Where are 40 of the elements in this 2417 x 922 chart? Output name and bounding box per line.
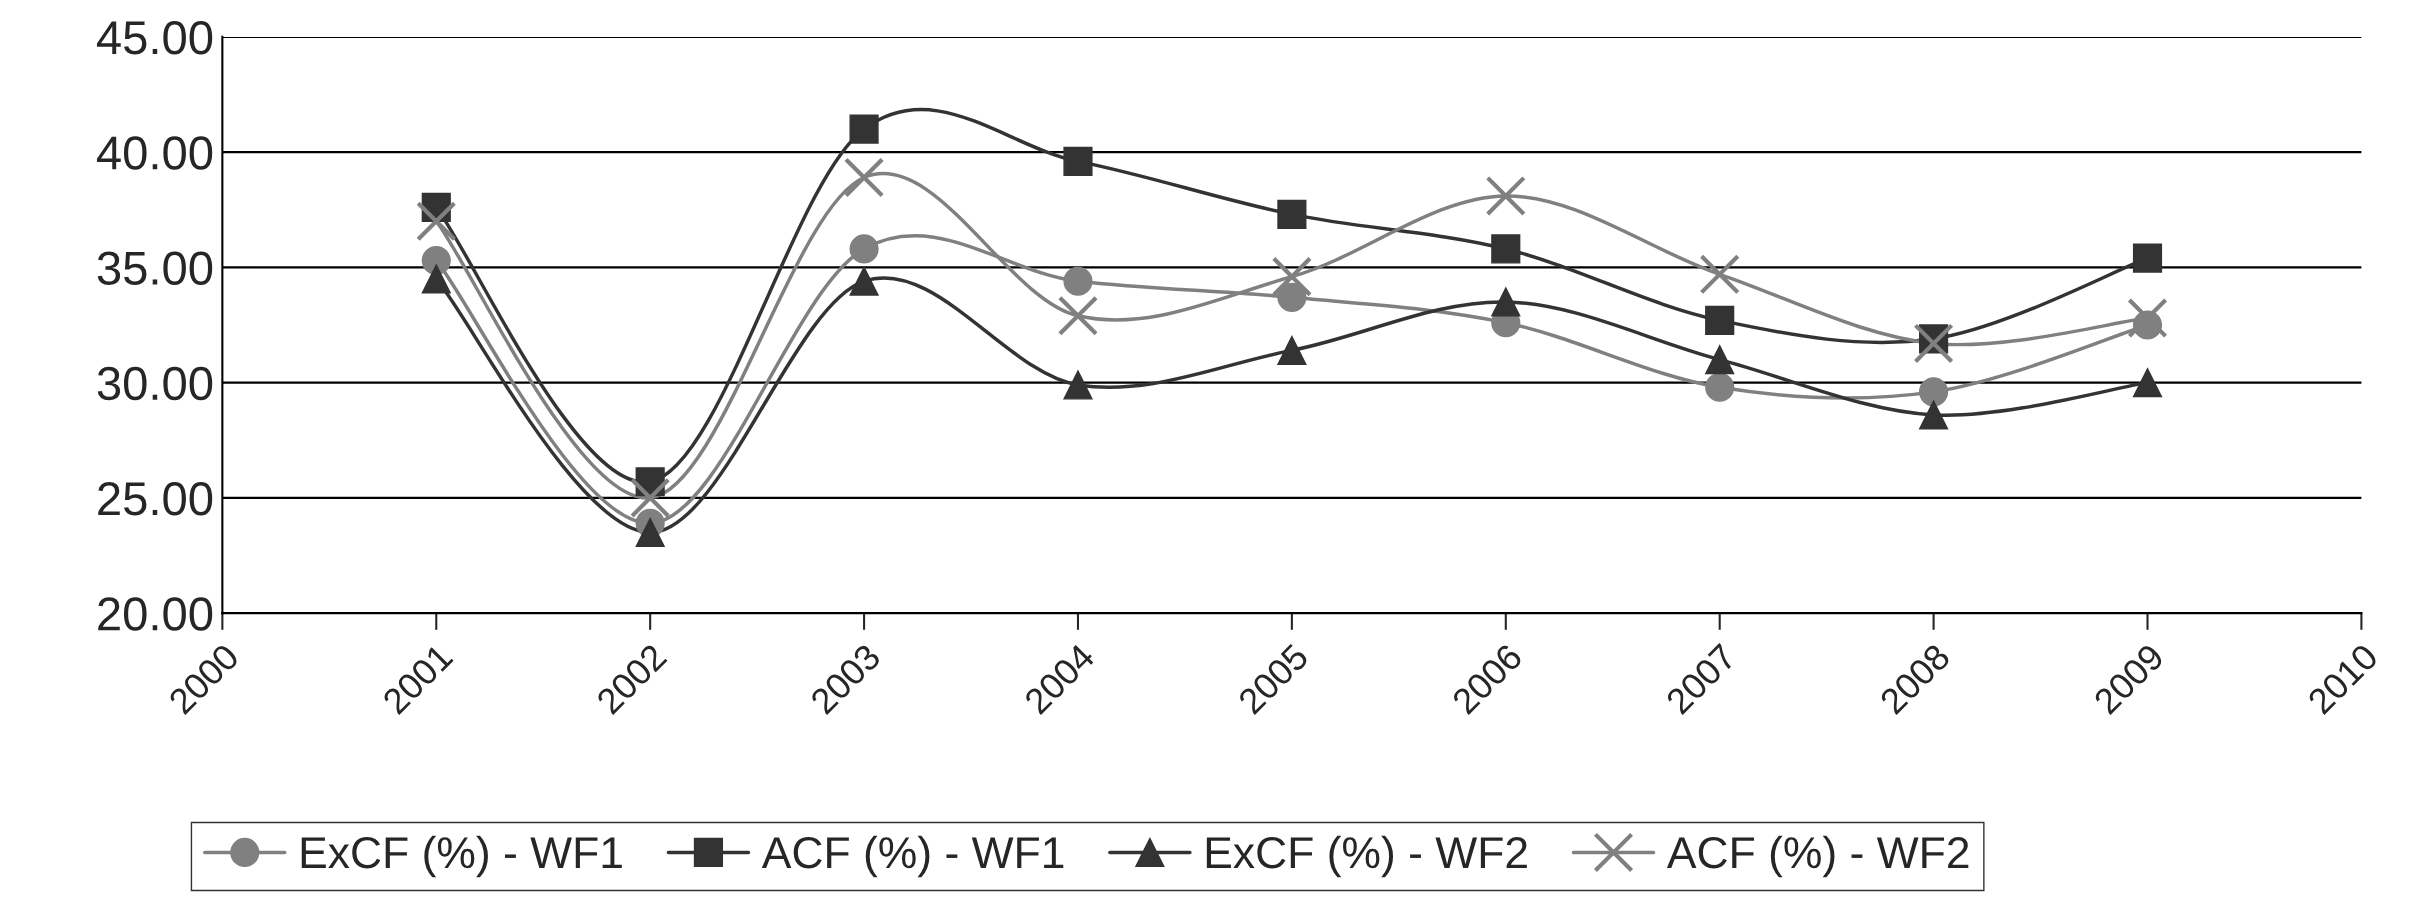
point [849,266,879,296]
point [1277,282,1307,312]
point [1699,254,1740,295]
y-tick-label: 40.00 [96,136,213,170]
point [2132,368,2163,398]
point [1705,305,1735,335]
point [2132,243,2163,273]
point [416,201,457,242]
point [421,264,451,294]
point [1271,256,1313,297]
point [1919,400,1949,430]
y-tick-label: 20.00 [98,597,213,631]
point [1705,372,1735,402]
point [1491,234,1521,264]
point [1913,323,1954,364]
point [1485,175,1526,217]
y-tick-label: 45.00 [96,21,213,55]
legend-label: ACF (%) - WF1 [761,835,1064,878]
y-tick-label: 35.00 [97,251,213,285]
point [1705,344,1735,375]
point [1277,335,1307,365]
point [1277,199,1307,229]
point [849,114,879,144]
point [1063,146,1093,176]
point [2127,297,2168,339]
point [1491,287,1521,317]
point [421,245,451,276]
legend-label: ACF (%) - WF2 [1666,835,1969,878]
point [630,477,671,519]
point [1057,295,1099,336]
y-tick-label: 25.00 [98,482,213,516]
legend-label: ExCF (%) - WF2 [1206,835,1527,878]
legend-label: ExCF (%) - WF1 [301,835,622,878]
point [635,517,665,548]
point [849,234,879,264]
point [1063,370,1093,400]
point [1919,377,1949,407]
y-tick-label: 30.00 [97,366,213,401]
point [1063,266,1093,296]
point [843,157,885,198]
